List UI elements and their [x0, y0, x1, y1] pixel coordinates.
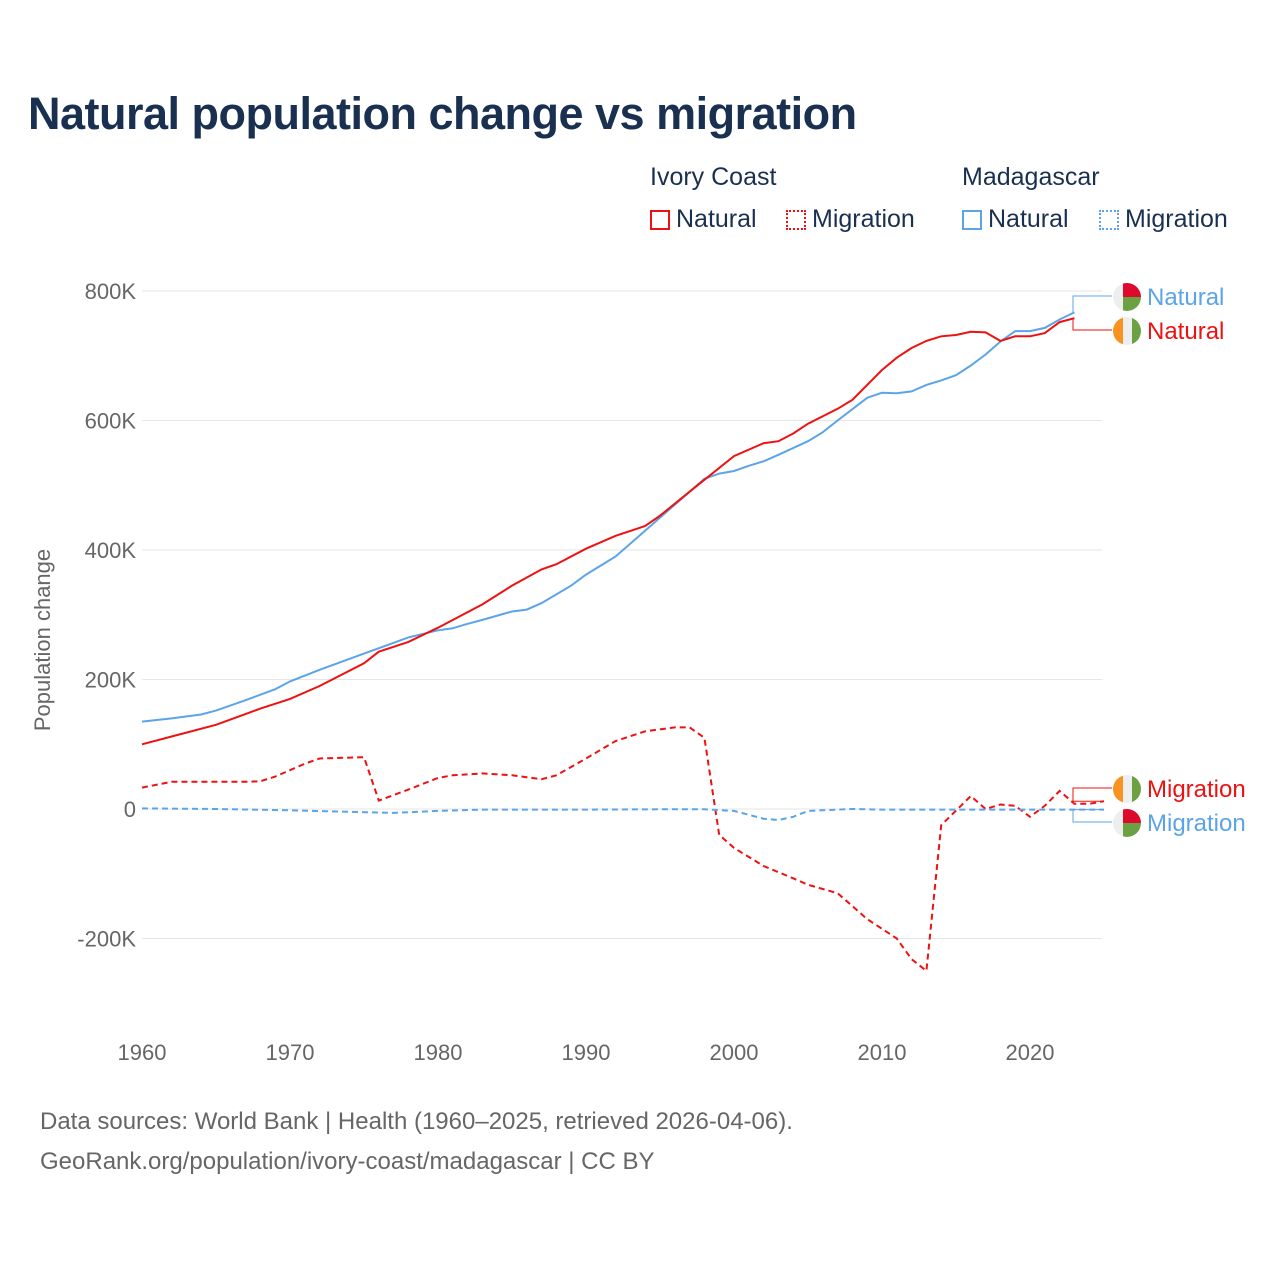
- legend-madagascar-natural[interactable]: Natural: [962, 205, 1069, 234]
- series-line-madagascar-natural: [141, 311, 1075, 723]
- end-label: Natural: [1147, 318, 1224, 345]
- legend-group-ivory-coast: Ivory Coast: [650, 163, 777, 191]
- end-label-connector: [1072, 787, 1112, 802]
- y-tick-label: 400K: [85, 538, 137, 563]
- chart-title: Natural population change vs migration: [28, 88, 857, 139]
- footer-link[interactable]: GeoRank.org/population/ivory-coast/madag…: [40, 1148, 655, 1175]
- y-tick-label: 600K: [85, 409, 137, 434]
- madagascar-flag-icon: [1113, 283, 1141, 311]
- legend-ivory-coast-natural[interactable]: Natural: [650, 205, 757, 234]
- end-label-connector: [1072, 809, 1112, 823]
- y-tick-label: 0: [124, 797, 136, 822]
- end-label: Migration: [1147, 810, 1246, 837]
- x-tick-label: 1990: [562, 1040, 611, 1065]
- y-tick-label: -200K: [77, 927, 136, 952]
- legend-label: Natural: [988, 205, 1069, 233]
- x-tick-label: 2000: [710, 1040, 759, 1065]
- x-tick-label: 1960: [118, 1040, 167, 1065]
- x-tick-label: 2020: [1006, 1040, 1055, 1065]
- ivory-coast-flag-icon: [1113, 775, 1141, 803]
- end-label: Natural: [1147, 284, 1224, 311]
- legend-swatch: [650, 209, 670, 230]
- ivory-coast-flag-icon: [1113, 317, 1141, 345]
- series-line-madagascar-migration: [141, 807, 1104, 822]
- legend-swatch: [786, 209, 806, 230]
- footer-sources: Data sources: World Bank | Health (1960–…: [40, 1108, 793, 1135]
- legend-madagascar-migration[interactable]: Migration: [1099, 205, 1228, 234]
- series-line-ivory-coast-natural: [141, 317, 1075, 746]
- end-label: Migration: [1147, 776, 1246, 803]
- legend-ivory-coast-migration[interactable]: Migration: [786, 205, 915, 234]
- x-tick-label: 1980: [414, 1040, 463, 1065]
- legend-swatch: [1099, 209, 1119, 230]
- series-line-ivory-coast-migration: [141, 726, 1105, 973]
- legend-label: Natural: [676, 205, 757, 233]
- end-label-connector: [1072, 317, 1112, 331]
- x-tick-label: 1970: [266, 1040, 315, 1065]
- legend-label: Migration: [812, 205, 915, 233]
- legend-label: Migration: [1125, 205, 1228, 233]
- end-label-connector: [1072, 295, 1112, 313]
- legend-swatch: [962, 209, 982, 230]
- y-tick-label: 200K: [85, 668, 137, 693]
- madagascar-flag-icon: [1113, 809, 1141, 837]
- legend-group-madagascar: Madagascar: [962, 163, 1100, 191]
- x-tick-label: 2010: [858, 1040, 907, 1065]
- y-tick-label: 800K: [85, 279, 137, 304]
- y-axis-label: Population change: [30, 549, 55, 731]
